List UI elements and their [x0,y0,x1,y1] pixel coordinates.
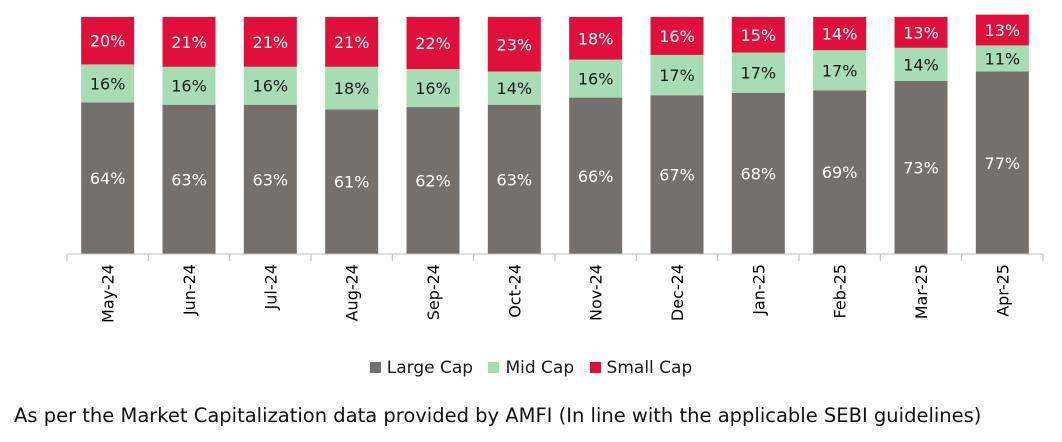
bar-mid-cap-aug-24 [325,66,379,110]
data-label-mid-cap-jan-25: 17% [741,64,777,83]
bar-large-cap-jun-24 [162,104,216,254]
legend-swatch-small-cap [589,362,601,373]
legend-label-small-cap: Small Cap [606,358,693,378]
data-label-mid-cap-feb-25: 17% [822,61,858,80]
data-label-small-cap-sep-24: 22% [415,34,451,53]
bar-small-cap-sep-24 [406,17,460,70]
data-label-small-cap-dec-24: 16% [659,27,695,46]
x-tick-label-aug-24: Aug-24 [343,264,362,321]
data-label-mid-cap-apr-25: 11% [985,49,1021,68]
data-label-mid-cap-dec-24: 17% [659,66,695,85]
data-label-large-cap-mar-25: 73% [903,159,939,178]
data-label-mid-cap-sep-24: 16% [415,79,451,98]
data-label-mid-cap-nov-24: 16% [578,70,614,89]
data-label-mid-cap-jul-24: 16% [253,77,289,96]
data-label-small-cap-nov-24: 18% [578,29,614,48]
data-label-large-cap-dec-24: 67% [659,166,695,185]
data-label-small-cap-jun-24: 21% [171,33,207,52]
legend-item-mid-cap: Mid Cap [488,358,574,378]
bar-large-cap-jul-24 [243,104,297,254]
bar-small-cap-oct-24 [487,17,541,72]
bar-small-cap-aug-24 [325,17,379,67]
footnote: As per the Market Capitalization data pr… [14,404,982,427]
bar-mid-cap-sep-24 [406,69,460,108]
data-label-large-cap-apr-25: 77% [985,154,1021,173]
bar-small-cap-nov-24 [569,17,623,60]
data-label-mid-cap-oct-24: 14% [497,79,533,98]
bar-mid-cap-nov-24 [569,59,623,98]
legend-swatch-large-cap [369,362,381,373]
legend-item-small-cap: Small Cap [589,358,693,378]
legend-label-large-cap: Large Cap [386,358,474,378]
bar-mid-cap-apr-25 [975,45,1029,72]
bar-small-cap-dec-24 [650,17,704,55]
bar-large-cap-nov-24 [569,97,623,254]
bar-large-cap-apr-25 [975,71,1029,254]
bar-large-cap-may-24 [81,102,135,254]
data-label-small-cap-feb-25: 14% [822,25,858,44]
bar-small-cap-jun-24 [162,17,216,67]
bar-mid-cap-feb-25 [813,50,867,91]
data-label-mid-cap-jun-24: 16% [171,77,207,96]
data-label-small-cap-mar-25: 13% [903,23,939,42]
bar-mid-cap-jul-24 [243,66,297,105]
legend-label-mid-cap: Mid Cap [505,358,575,378]
x-tick-label-jun-24: Jun-24 [180,264,199,316]
data-label-large-cap-sep-24: 62% [415,172,451,191]
bar-mid-cap-jan-25 [731,52,785,93]
x-tick-label-jul-24: Jul-24 [261,264,280,310]
data-label-mid-cap-may-24: 16% [90,74,126,93]
data-label-large-cap-aug-24: 61% [334,173,370,192]
data-label-small-cap-may-24: 20% [90,32,126,51]
bar-large-cap-aug-24 [325,109,379,255]
legend-item-large-cap: Large Cap [369,358,474,378]
bar-small-cap-jul-24 [243,17,297,67]
data-label-large-cap-oct-24: 63% [497,170,533,189]
x-tick-label-sep-24: Sep-24 [424,264,443,320]
bar-large-cap-dec-24 [650,95,704,255]
data-label-mid-cap-mar-25: 14% [903,55,939,74]
data-label-small-cap-oct-24: 23% [497,35,533,54]
data-label-large-cap-jul-24: 63% [253,170,289,189]
bar-mid-cap-dec-24 [650,54,704,96]
data-label-small-cap-aug-24: 21% [334,33,370,52]
bar-large-cap-feb-25 [813,90,867,254]
bar-mid-cap-may-24 [81,64,135,103]
x-tick-label-nov-24: Nov-24 [587,264,606,321]
bar-small-cap-apr-25 [975,14,1029,46]
x-tick-label-apr-25: Apr-25 [993,264,1012,317]
legend-swatch-mid-cap [488,362,500,373]
chart-legend: Large Cap Mid Cap Small Cap [0,358,1062,378]
bar-small-cap-may-24 [81,17,135,65]
bar-large-cap-sep-24 [406,107,460,254]
bar-mid-cap-oct-24 [487,71,541,105]
data-label-large-cap-may-24: 64% [90,169,126,188]
bar-large-cap-jan-25 [731,92,785,254]
data-label-large-cap-nov-24: 66% [578,167,614,186]
x-tick-label-may-24: May-24 [99,264,118,323]
data-label-small-cap-jul-24: 21% [253,33,289,52]
data-label-large-cap-jan-25: 68% [741,164,777,183]
bar-mid-cap-mar-25 [894,47,948,81]
x-tick-label-oct-24: Oct-24 [505,264,524,318]
data-label-large-cap-feb-25: 69% [822,163,858,182]
bar-small-cap-jan-25 [731,17,785,53]
bar-large-cap-mar-25 [894,80,948,255]
bar-large-cap-oct-24 [487,104,541,254]
x-tick-label-jan-25: Jan-25 [749,264,768,316]
bar-small-cap-feb-25 [813,17,867,51]
x-tick-label-dec-24: Dec-24 [668,264,687,321]
stacked-bar-chart: 64% 16% 20% 63% 16% 21% 63% 16% 21% 61% 18% 21% 62% 1… [66,14,1044,323]
data-label-small-cap-apr-25: 13% [985,21,1021,40]
data-label-mid-cap-aug-24: 18% [334,79,370,98]
x-tick-label-feb-25: Feb-25 [831,264,850,318]
data-label-small-cap-jan-25: 15% [741,26,777,45]
bar-small-cap-mar-25 [894,17,948,48]
data-label-large-cap-jun-24: 63% [171,170,207,189]
bar-mid-cap-jun-24 [162,66,216,105]
x-tick-label-mar-25: Mar-25 [912,264,931,319]
